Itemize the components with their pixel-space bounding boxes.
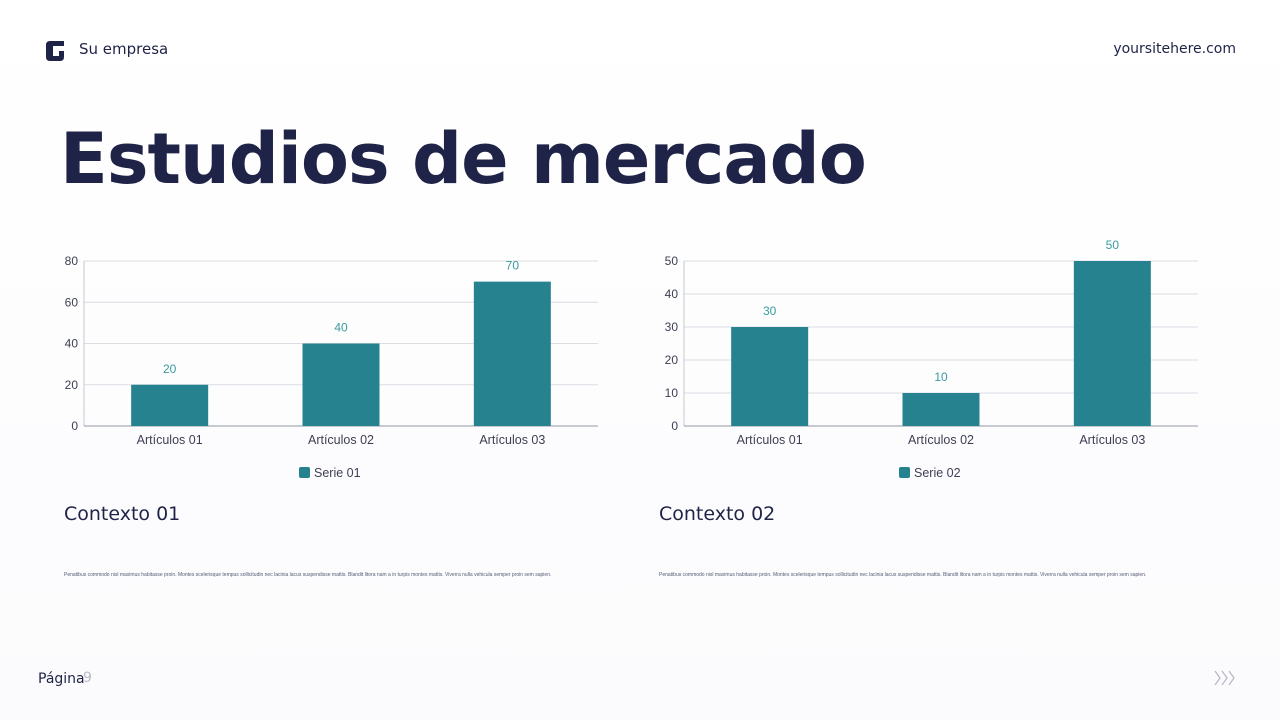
y-tick-label: 0 (671, 419, 678, 433)
y-tick-label: 20 (665, 353, 679, 367)
context-01-body: Penatibus commodo nisl maximus habitasse… (64, 572, 552, 578)
y-tick-label: 0 (71, 419, 78, 433)
page-label: Página (38, 671, 85, 687)
triple-chevron-right-icon[interactable] (1213, 668, 1237, 688)
y-tick-label: 20 (65, 378, 79, 392)
legend-swatch (899, 467, 910, 478)
bar (473, 281, 551, 426)
x-tick-label: Artículos 03 (1079, 433, 1145, 447)
data-label: 70 (506, 259, 520, 273)
y-tick-label: 80 (65, 254, 79, 268)
y-tick-label: 60 (65, 295, 79, 309)
bar (302, 343, 380, 426)
bar-chart-serie-01: 0 20 40 60 80 20 Artículos 01 40 Artículos 02 70 A… (65, 254, 598, 480)
legend-label: Serie 01 (314, 466, 361, 480)
legend-label: Serie 02 (914, 466, 961, 480)
y-tick-label: 40 (665, 287, 679, 301)
bar (902, 393, 980, 426)
y-tick-label: 40 (65, 337, 79, 351)
bar (1073, 261, 1151, 426)
bar (131, 384, 209, 426)
context-01-heading: Contexto 01 (64, 503, 181, 525)
y-tick-label: 50 (665, 254, 679, 268)
site-url[interactable]: yoursitehere.com (1113, 41, 1236, 57)
bar-chart-serie-02: 0 10 20 30 40 50 30 Artículos 01 10 Artículos 02 5… (665, 238, 1198, 480)
data-label: 50 (1106, 238, 1120, 252)
x-tick-label: Artículos 01 (737, 433, 803, 447)
y-tick-label: 10 (665, 386, 679, 400)
x-tick-label: Artículos 03 (479, 433, 545, 447)
company-name: Su empresa (79, 40, 169, 58)
x-tick-label: Artículos 02 (308, 433, 374, 447)
legend-swatch (299, 467, 310, 478)
page-title: Estudios de mercado (60, 118, 867, 200)
x-tick-label: Artículos 02 (908, 433, 974, 447)
data-label: 10 (934, 370, 948, 384)
page-number: 9 (83, 670, 92, 686)
y-tick-label: 30 (665, 320, 679, 334)
x-tick-label: Artículos 01 (137, 433, 203, 447)
data-label: 40 (334, 321, 348, 335)
context-02-heading: Contexto 02 (659, 503, 776, 525)
data-label: 30 (763, 304, 777, 318)
bar (731, 327, 809, 426)
data-label: 20 (163, 362, 177, 376)
brand-logo-icon (46, 41, 64, 61)
context-02-body: Penatibus commodo nisl maximus habitasse… (659, 572, 1147, 578)
